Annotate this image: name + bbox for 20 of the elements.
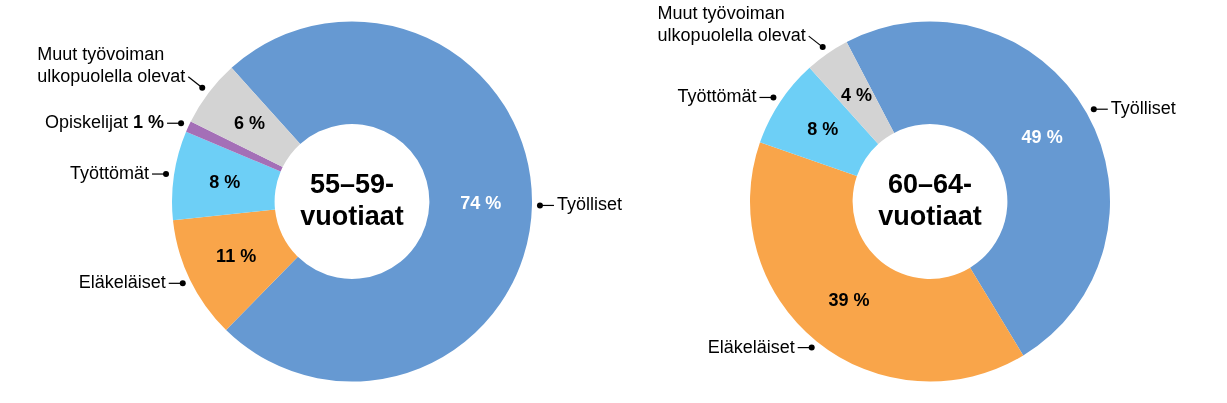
data-label: 6 % [233, 112, 265, 133]
data-label: 74 % [460, 193, 502, 214]
data-label: 39 % [828, 290, 870, 311]
data-label: 8 % [807, 119, 839, 140]
slice-label: Työttömät [69, 163, 150, 184]
text: 55–59-vuotiaat [300, 168, 404, 231]
data-label: 1 % [133, 112, 165, 133]
slice-label: Eläkeläiset [78, 272, 166, 293]
slice-label: Opiskelijat [45, 112, 129, 133]
data-label: 11 % [216, 246, 257, 267]
data-label: 49 % [1021, 127, 1063, 148]
slice-label: Työttömät [677, 86, 757, 107]
slice-label: Muut työvoiman ulkopuolella olevat [37, 43, 186, 86]
text: 60–64-vuotiaat [878, 168, 982, 231]
slice-label: Työlliset [1110, 98, 1176, 119]
slice-label: Eläkeläiset [707, 336, 795, 357]
data-label: 8 % [209, 171, 241, 192]
data-label: 4 % [841, 84, 873, 105]
slice-label: Muut työvoiman ulkopuolella olevat [657, 3, 806, 46]
slice-label: Työlliset [556, 194, 622, 215]
